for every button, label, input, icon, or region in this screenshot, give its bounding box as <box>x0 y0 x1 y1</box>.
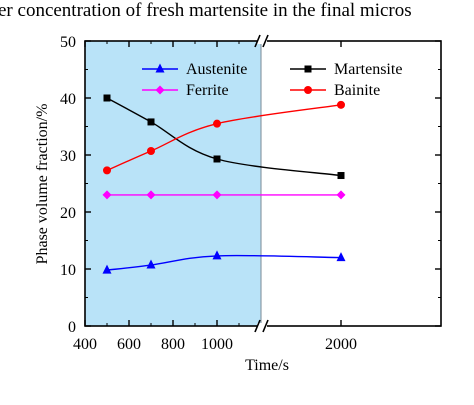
legend-label: Martensite <box>334 61 402 78</box>
series-line-bainite <box>106 104 342 172</box>
data-point-ferrite <box>336 190 346 200</box>
legend-marker <box>304 86 312 94</box>
highlight-region <box>85 41 261 326</box>
y-tick-label: 10 <box>60 262 76 279</box>
series-bainite <box>103 100 345 175</box>
data-point-ferrite <box>102 190 112 200</box>
data-point-ferrite <box>212 190 222 200</box>
data-point-bainite <box>337 100 345 109</box>
legend-item-martensite: Martensite <box>290 61 402 78</box>
series-austenite <box>102 250 346 274</box>
legend-marker <box>155 85 165 95</box>
series-line-martensite <box>106 97 342 177</box>
data-point-martensite <box>147 118 155 126</box>
data-point-bainite <box>213 119 221 128</box>
data-point-martensite <box>337 172 345 180</box>
axis-break-top <box>254 34 269 48</box>
x-tick-label: 2000 <box>325 336 357 353</box>
y-tick-label: 20 <box>60 205 76 222</box>
y-tick-label: 40 <box>60 91 76 108</box>
x-axis-label: Time/s <box>245 357 289 374</box>
series-layer <box>102 94 346 274</box>
series-line-austenite <box>106 254 342 271</box>
data-point-martensite <box>213 155 221 163</box>
break-slash <box>262 319 269 333</box>
x-tick-label: 800 <box>161 336 185 353</box>
legend-label: Austenite <box>186 61 247 78</box>
data-point-martensite <box>103 94 111 102</box>
series-martensite <box>103 94 345 180</box>
y-tick-label: 50 <box>60 34 76 51</box>
legend-label: Bainite <box>334 82 380 99</box>
legend: Austenite Martensite Ferrite Bainite <box>142 61 402 99</box>
break-gap <box>257 38 267 44</box>
data-point-austenite <box>212 250 222 260</box>
y-tick-label: 30 <box>60 148 76 165</box>
axes-layer: 0 10 20 30 40 50 400 600 800 1000 2000 <box>60 34 441 353</box>
break-slash <box>254 319 261 333</box>
legend-item-ferrite: Ferrite <box>142 82 229 99</box>
break-slash <box>254 34 261 48</box>
series-ferrite <box>102 190 346 200</box>
legend-item-bainite: Bainite <box>290 82 380 99</box>
data-point-austenite <box>146 259 156 269</box>
axis-break-bottom <box>254 319 269 333</box>
x-tick-label: 400 <box>73 336 97 353</box>
data-point-austenite <box>336 252 346 262</box>
x-tick-label: 600 <box>117 336 141 353</box>
y-axis-label: Phase volume fraction/% <box>34 104 51 265</box>
figure-caption-fragment: er concentration of fresh martensite in … <box>0 0 412 21</box>
break-slash <box>262 34 269 48</box>
legend-marker <box>155 63 165 73</box>
y-tick-label: 0 <box>68 319 76 336</box>
data-point-ferrite <box>146 190 156 200</box>
x-tick-label: 1000 <box>201 336 233 353</box>
legend-label: Ferrite <box>186 82 229 99</box>
data-point-bainite <box>103 166 111 175</box>
break-gap <box>257 323 267 329</box>
legend-marker <box>304 65 312 73</box>
data-point-austenite <box>102 264 112 274</box>
data-point-bainite <box>147 147 155 156</box>
legend-item-austenite: Austenite <box>142 61 247 78</box>
